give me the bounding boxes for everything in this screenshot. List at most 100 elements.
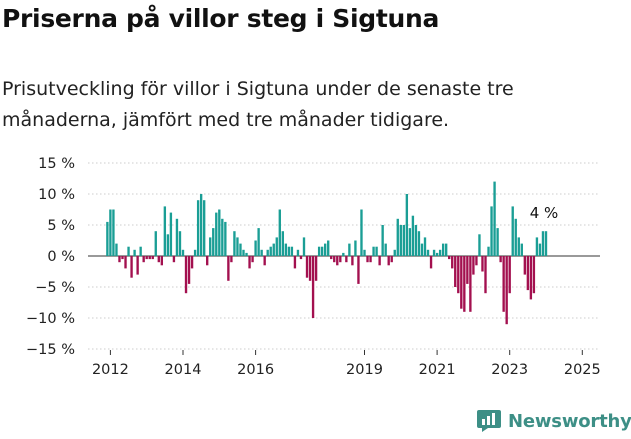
bar xyxy=(463,256,466,312)
bar-chart: 15 %10 %5 %0 %−5 %−10 %−15 % 2012 2014 201… xyxy=(26,156,601,378)
bar xyxy=(320,246,324,256)
y-tick-label: −15 % xyxy=(26,342,75,358)
bar xyxy=(133,249,136,256)
bar xyxy=(239,243,242,256)
bar xyxy=(432,249,436,256)
bar xyxy=(327,240,330,256)
bar xyxy=(526,256,530,291)
bar xyxy=(417,231,421,256)
bar xyxy=(532,256,536,294)
bar xyxy=(454,256,457,287)
bar xyxy=(287,246,291,256)
bar xyxy=(230,256,233,263)
bar xyxy=(281,231,285,256)
bar xyxy=(266,249,269,256)
bar xyxy=(499,256,502,263)
bar xyxy=(451,256,454,269)
x-tick-label: 2025 xyxy=(564,362,601,378)
brand-name: Newsworthy xyxy=(508,410,631,432)
bar xyxy=(529,256,533,300)
bar xyxy=(493,181,496,256)
bar xyxy=(423,237,427,256)
bar xyxy=(175,218,179,256)
bar xyxy=(305,256,309,278)
bar xyxy=(115,243,118,256)
bar xyxy=(393,249,396,256)
bar xyxy=(520,243,523,256)
bar xyxy=(190,256,194,269)
bar xyxy=(535,237,539,256)
last-value-label: 4 % xyxy=(530,204,559,222)
y-axis: 15 % 10 % 5 % 0 % −5 % −10 % −15 % xyxy=(26,156,75,358)
bar xyxy=(187,256,191,284)
bar xyxy=(199,194,203,256)
bar xyxy=(441,243,445,256)
bar xyxy=(387,256,390,266)
bar xyxy=(269,246,272,256)
bar xyxy=(260,249,263,256)
bar xyxy=(227,256,230,281)
bar xyxy=(206,256,209,266)
bar xyxy=(390,256,393,263)
x-tick-label: 2019 xyxy=(346,362,383,378)
bar xyxy=(384,243,387,256)
bar xyxy=(184,256,188,294)
bar xyxy=(233,231,236,256)
bar xyxy=(299,256,303,260)
bar xyxy=(202,200,206,256)
bar xyxy=(142,256,145,263)
bar xyxy=(157,256,160,263)
bar xyxy=(505,256,508,325)
bar xyxy=(348,243,351,256)
bar xyxy=(345,256,348,263)
y-tick-label: −10 % xyxy=(26,311,75,327)
y-tick-label: 5 % xyxy=(47,218,75,234)
bar xyxy=(136,256,139,275)
bar xyxy=(469,256,472,312)
bar xyxy=(242,249,245,256)
bar xyxy=(402,225,406,256)
bar xyxy=(151,256,154,260)
bar xyxy=(466,256,469,284)
bar xyxy=(378,256,381,266)
bar xyxy=(236,237,239,256)
bar xyxy=(121,256,124,260)
bar xyxy=(193,249,197,256)
bar xyxy=(351,256,354,266)
y-tick-label: −5 % xyxy=(35,280,75,296)
chart-subtitle: Prisutveckling för villor i Sigtuna unde… xyxy=(2,78,514,131)
bar xyxy=(127,246,130,256)
bar xyxy=(541,231,545,256)
x-axis: 2012 2014 2016 2019 2021 2023 2025 xyxy=(92,350,601,378)
bar xyxy=(314,256,318,281)
x-tick-label: 2023 xyxy=(491,362,528,378)
bar xyxy=(396,218,399,256)
bar xyxy=(523,256,527,275)
bar xyxy=(323,243,327,256)
bar xyxy=(511,206,514,256)
x-tick-label: 2014 xyxy=(165,362,202,378)
bar xyxy=(481,256,484,272)
chart-title: Priserna på villor steg i Sigtuna xyxy=(2,4,440,33)
bar xyxy=(472,256,475,275)
bar xyxy=(426,249,430,256)
bar xyxy=(496,228,499,256)
bar xyxy=(375,246,378,256)
bar xyxy=(212,228,215,256)
bar xyxy=(411,215,415,256)
bar xyxy=(221,218,224,256)
bar xyxy=(484,256,487,294)
bar xyxy=(444,243,448,256)
bar xyxy=(284,243,288,256)
brand-logo: Newsworthy xyxy=(476,409,631,433)
bar xyxy=(196,200,200,256)
bar xyxy=(263,256,266,266)
bar xyxy=(209,237,212,256)
bar xyxy=(154,231,157,256)
bar xyxy=(490,206,493,256)
bar xyxy=(438,249,442,256)
bar xyxy=(308,256,312,281)
bar xyxy=(429,256,433,269)
newsworthy-logo-icon xyxy=(477,410,501,432)
bar xyxy=(478,234,481,256)
